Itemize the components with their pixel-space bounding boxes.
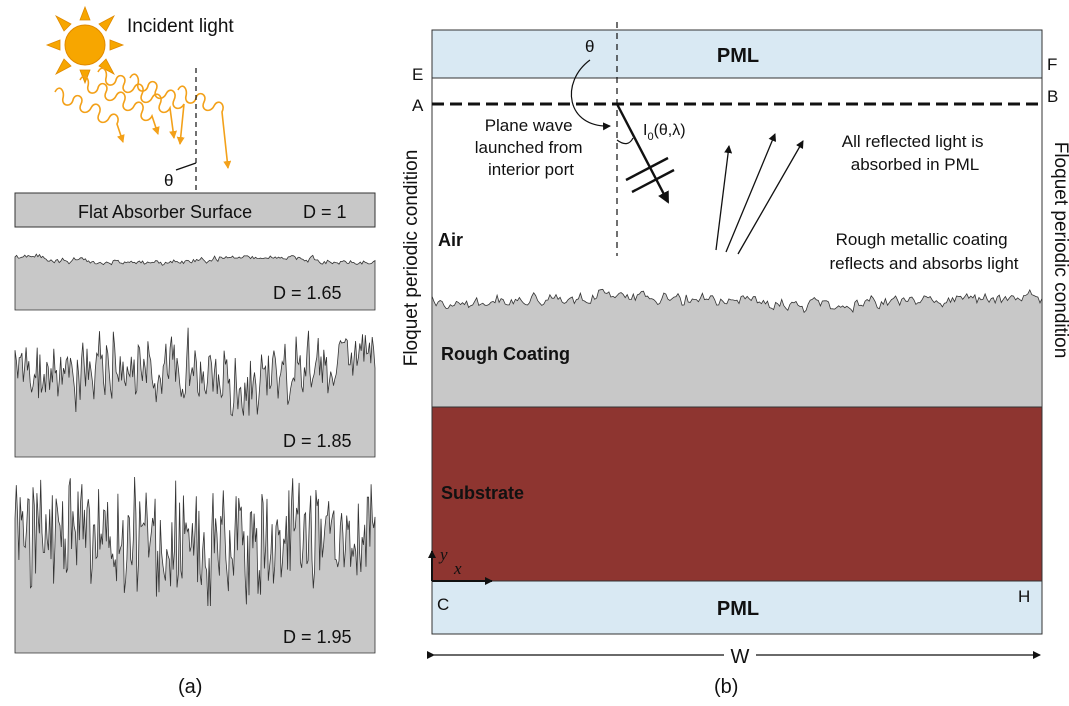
light-rays: [54, 67, 232, 169]
rough-coating-region: [431, 288, 1043, 408]
caption-a: (a): [178, 676, 202, 698]
theta-label-b: θ: [585, 37, 594, 56]
rough-profile-d165: [14, 253, 376, 311]
wavefront-1: [625, 156, 669, 182]
flat-surface-label: Flat Absorber Surface: [78, 202, 252, 222]
plane-wave-text: Plane wave launched from interior port: [475, 116, 587, 179]
corner-h: H: [1018, 587, 1030, 606]
axis-x-label: x: [453, 559, 462, 578]
substrate-label: Substrate: [441, 483, 524, 503]
theta-curve-arrow: [570, 59, 611, 131]
pml-top-region: [431, 29, 1043, 79]
coating-note: Rough metallic coating reflects and abso…: [830, 230, 1019, 273]
light-ray: [54, 87, 125, 143]
corner-a: A: [412, 96, 424, 115]
light-ray: [129, 73, 185, 145]
incident-beam: [615, 103, 670, 204]
pml-bottom-label: PML: [717, 598, 759, 620]
angle-arc: [616, 137, 634, 145]
pml-bottom-region: [431, 580, 1043, 635]
panel-b: PML PML E F A B C H θ I0(θ,λ) Plane wave: [401, 22, 1069, 698]
incident-light-label: Incident light: [127, 16, 234, 37]
right-condition-label: Floquet periodic condition: [1050, 142, 1069, 359]
width-label: W: [731, 646, 750, 668]
reflected-ray: [715, 145, 733, 251]
intensity-label: I0(θ,λ): [643, 122, 686, 143]
left-condition-label: Floquet periodic condition: [401, 150, 422, 367]
d-165-label: D = 1.65: [273, 283, 342, 303]
corner-b: B: [1047, 87, 1058, 106]
rough-profile-d195: [14, 476, 376, 654]
corner-e: E: [412, 65, 423, 84]
rough-profile-d185: [14, 327, 376, 458]
rough-coating-label: Rough Coating: [441, 344, 570, 364]
pml-top-label: PML: [717, 45, 759, 67]
light-ray: [177, 85, 232, 169]
reflected-ray: [725, 133, 777, 253]
theta-arc: [175, 162, 197, 171]
theta-label-a: θ: [164, 171, 173, 190]
width-label-bg: [724, 643, 756, 665]
corner-c: C: [437, 595, 449, 614]
light-ray: [97, 67, 178, 139]
substrate-region: [431, 406, 1043, 582]
caption-b: (b): [714, 676, 738, 698]
axis-y-label: y: [438, 545, 448, 564]
d-185-label: D = 1.85: [283, 431, 352, 451]
reflected-ray: [737, 140, 804, 255]
reflected-text: All reflected light is absorbed in PML: [842, 132, 988, 174]
sun-icon: [45, 5, 125, 85]
corner-f: F: [1047, 55, 1057, 74]
flat-d-label: D = 1: [303, 202, 347, 222]
air-label: Air: [438, 230, 463, 250]
panel-a: Incident light θ Flat Absorber Surface D…: [14, 5, 376, 698]
d-195-label: D = 1.95: [283, 627, 352, 647]
flat-absorber: [14, 192, 376, 228]
wavefront-2: [631, 168, 675, 194]
light-ray: [79, 75, 160, 135]
